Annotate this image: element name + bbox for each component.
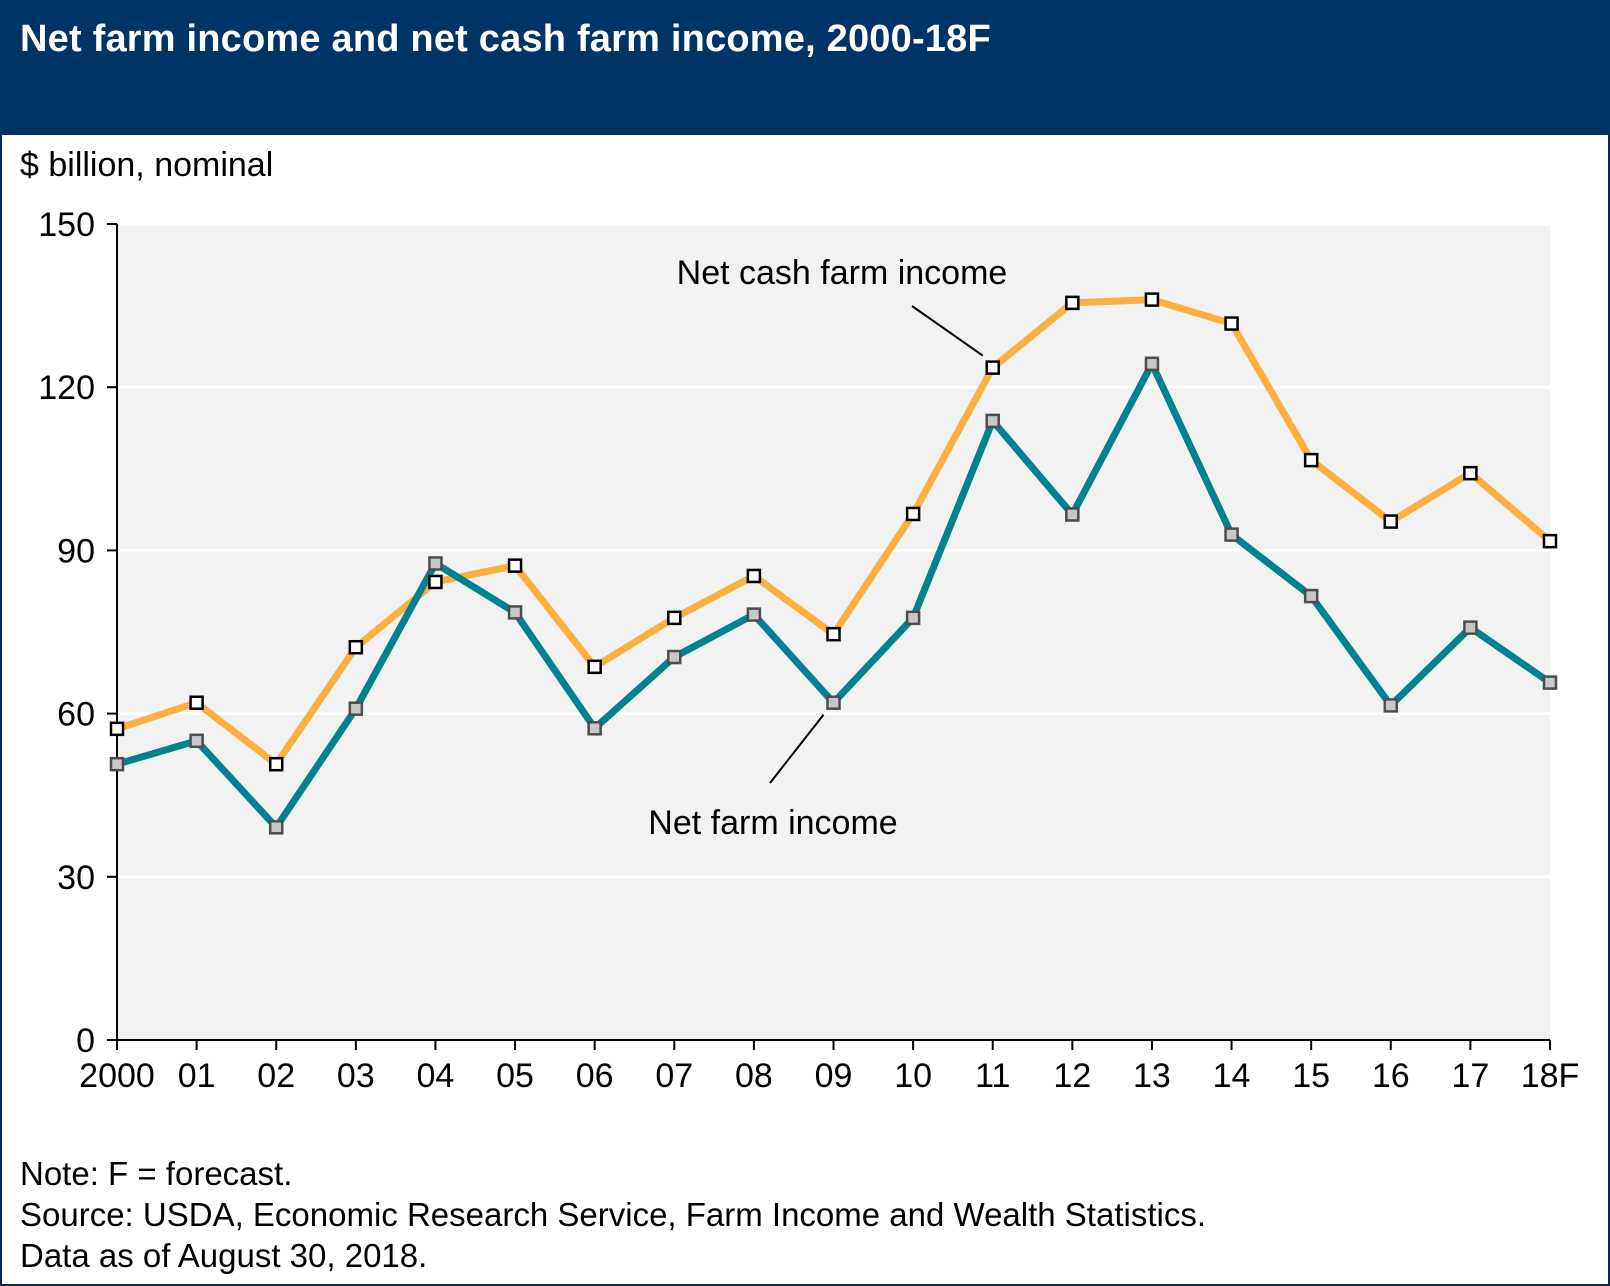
y-tick-label: 60 xyxy=(57,696,95,734)
annotation-label: Net farm income xyxy=(648,804,897,842)
data-point xyxy=(1303,588,1319,604)
data-point xyxy=(428,574,443,590)
y-tick-label: 0 xyxy=(76,1022,95,1060)
y-tick-label: 90 xyxy=(57,532,95,570)
data-point xyxy=(189,695,204,710)
data-point xyxy=(1065,295,1080,311)
x-tick-label: 02 xyxy=(257,1057,295,1095)
data-point xyxy=(1542,533,1558,549)
data-point xyxy=(826,695,841,710)
title-bar: Net farm income and net cash farm income… xyxy=(0,0,1610,135)
x-tick-label: 11 xyxy=(975,1057,1010,1095)
data-point xyxy=(1065,507,1080,522)
data-point xyxy=(507,605,523,620)
data-point xyxy=(1224,527,1239,542)
data-point xyxy=(1303,452,1319,468)
x-tick-label: 01 xyxy=(178,1057,216,1095)
annotation-leader-line xyxy=(769,714,825,784)
data-point xyxy=(109,721,125,737)
annotation-leader-line xyxy=(911,305,984,357)
x-tick-label: 10 xyxy=(894,1057,932,1095)
data-point xyxy=(268,756,284,772)
y-tick-label: 30 xyxy=(57,859,95,897)
data-point xyxy=(348,701,364,716)
note-forecast: Note: F = forecast. xyxy=(20,1155,293,1192)
data-point xyxy=(428,556,443,571)
data-point xyxy=(1542,675,1558,690)
data-point xyxy=(1224,316,1239,331)
chart-title: Net farm income and net cash farm income… xyxy=(20,18,991,60)
x-tick-label: 16 xyxy=(1372,1057,1410,1095)
data-point xyxy=(1144,292,1160,307)
data-point xyxy=(826,626,841,642)
chart-notes: Note: F = forecast. Source: USDA, Econom… xyxy=(20,1153,1206,1276)
note-date: Data as of August 30, 2018. xyxy=(20,1237,428,1274)
data-point xyxy=(587,659,602,675)
data-point xyxy=(348,639,364,655)
data-point xyxy=(746,607,762,622)
x-tick-label: 03 xyxy=(337,1057,375,1095)
x-tick-label: 13 xyxy=(1133,1057,1171,1095)
x-tick-label: 18F xyxy=(1521,1057,1580,1095)
y-axis-unit-label: $ billion, nominal xyxy=(20,146,274,184)
x-tick-label: 2000 xyxy=(79,1057,155,1095)
data-point xyxy=(1383,514,1399,529)
data-point xyxy=(1383,698,1399,713)
x-tick-label: 12 xyxy=(1053,1057,1091,1095)
data-point xyxy=(587,721,602,736)
x-tick-label: 14 xyxy=(1213,1057,1251,1095)
y-tick-label: 120 xyxy=(38,369,95,407)
x-tick-label: 05 xyxy=(496,1057,534,1095)
data-point xyxy=(1463,620,1478,635)
data-point xyxy=(667,649,682,665)
x-tick-label: 04 xyxy=(417,1057,455,1095)
x-tick-label: 17 xyxy=(1451,1057,1489,1095)
note-source: Source: USDA, Economic Research Service,… xyxy=(20,1196,1207,1233)
data-point xyxy=(507,558,523,573)
data-point xyxy=(268,820,284,835)
x-tick-label: 15 xyxy=(1292,1057,1330,1095)
data-point xyxy=(667,610,682,626)
x-tick-label: 07 xyxy=(655,1057,693,1095)
data-point xyxy=(985,360,1000,375)
y-tick-label: 150 xyxy=(38,206,95,244)
x-tick-label: 09 xyxy=(815,1057,853,1095)
data-point xyxy=(905,610,921,626)
annotation-label: Net cash farm income xyxy=(677,254,1008,292)
data-point xyxy=(905,506,921,522)
x-tick-label: 08 xyxy=(735,1057,773,1095)
data-point xyxy=(746,568,762,584)
data-point xyxy=(189,733,204,749)
data-point xyxy=(985,413,1000,429)
data-point xyxy=(1463,465,1478,481)
x-tick-label: 06 xyxy=(576,1057,614,1095)
data-point xyxy=(109,756,125,772)
data-point xyxy=(1144,356,1160,372)
